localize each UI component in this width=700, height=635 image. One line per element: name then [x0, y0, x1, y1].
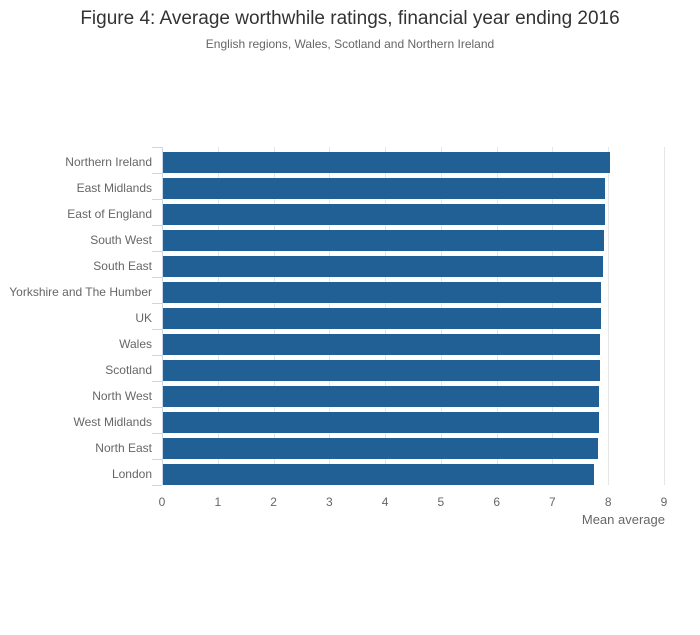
- category-label: Northern Ireland: [65, 155, 152, 169]
- bar-row: East of England: [0, 199, 700, 225]
- bar[interactable]: [163, 360, 600, 381]
- bar-row: North East: [0, 433, 700, 459]
- bar-row: Northern Ireland: [0, 147, 700, 173]
- category-axis-tick: [152, 433, 162, 434]
- bar-row: South East: [0, 251, 700, 277]
- x-tick-label: 3: [325, 495, 333, 509]
- category-axis-tick: [152, 381, 162, 382]
- bar[interactable]: [163, 386, 600, 407]
- bar[interactable]: [163, 256, 604, 277]
- chart-subtitle: English regions, Wales, Scotland and Nor…: [205, 37, 495, 51]
- category-label: UK: [135, 311, 152, 325]
- category-label: South West: [90, 233, 152, 247]
- category-axis-tick: [152, 329, 162, 330]
- category-label: South East: [93, 259, 152, 273]
- bar[interactable]: [163, 204, 605, 225]
- category-axis-tick: [152, 251, 162, 252]
- x-tick-label: 8: [604, 495, 612, 509]
- bar[interactable]: [163, 412, 599, 433]
- x-tick-label: 2: [270, 495, 277, 509]
- x-tick-label: 4: [381, 495, 389, 509]
- category-label: Wales: [119, 337, 152, 351]
- bar[interactable]: [163, 152, 610, 173]
- category-axis-tick: [152, 355, 162, 356]
- bar-row: UK: [0, 303, 700, 329]
- category-axis-tick: [152, 485, 162, 486]
- category-label: Yorkshire and The Humber: [9, 285, 152, 299]
- category-axis-tick: [152, 147, 162, 148]
- bar[interactable]: [163, 334, 601, 355]
- bar[interactable]: [163, 464, 595, 485]
- x-axis-title: Mean average: [581, 512, 665, 527]
- gridline-8: [608, 147, 610, 485]
- category-label: East Midlands: [76, 181, 152, 195]
- category-axis-tick: [152, 407, 162, 408]
- x-tick-label: 9: [660, 495, 668, 509]
- bar-row: South West: [0, 225, 700, 251]
- x-tick-label: 0: [158, 495, 166, 509]
- x-tick-label: 5: [437, 495, 445, 509]
- category-label: North East: [95, 441, 152, 455]
- bar-row: London: [0, 459, 700, 485]
- category-label: Scotland: [105, 363, 152, 377]
- x-tick-label: 6: [493, 495, 501, 509]
- bar-row: North West: [0, 381, 700, 407]
- bar[interactable]: [163, 282, 602, 303]
- y-axis-line: [162, 147, 163, 485]
- category-label: London: [111, 467, 152, 481]
- bar-row: West Midlands: [0, 407, 700, 433]
- bar[interactable]: [163, 438, 599, 459]
- category-axis-tick: [152, 459, 162, 460]
- chart-title: Figure 4: Average worthwhile ratings, fi…: [80, 8, 620, 29]
- category-label: West Midlands: [73, 415, 152, 429]
- x-tick-label: 7: [549, 495, 556, 509]
- category-axis-tick: [152, 277, 162, 278]
- bar-row: East Midlands: [0, 173, 700, 199]
- bar[interactable]: [163, 178, 606, 199]
- x-tick-label: 1: [214, 495, 222, 509]
- category-axis-tick: [152, 173, 162, 174]
- gridline-9: [664, 147, 665, 485]
- category-axis-tick: [152, 225, 162, 226]
- category-label: East of England: [67, 207, 152, 221]
- bar[interactable]: [163, 230, 605, 251]
- category-axis-tick: [152, 199, 162, 200]
- bar-row: Scotland: [0, 355, 700, 381]
- bar-row: Wales: [0, 329, 700, 355]
- bar-row: Yorkshire and The Humber: [0, 277, 700, 303]
- category-axis-tick: [152, 303, 162, 304]
- category-label: North West: [92, 389, 152, 403]
- bar[interactable]: [163, 308, 601, 329]
